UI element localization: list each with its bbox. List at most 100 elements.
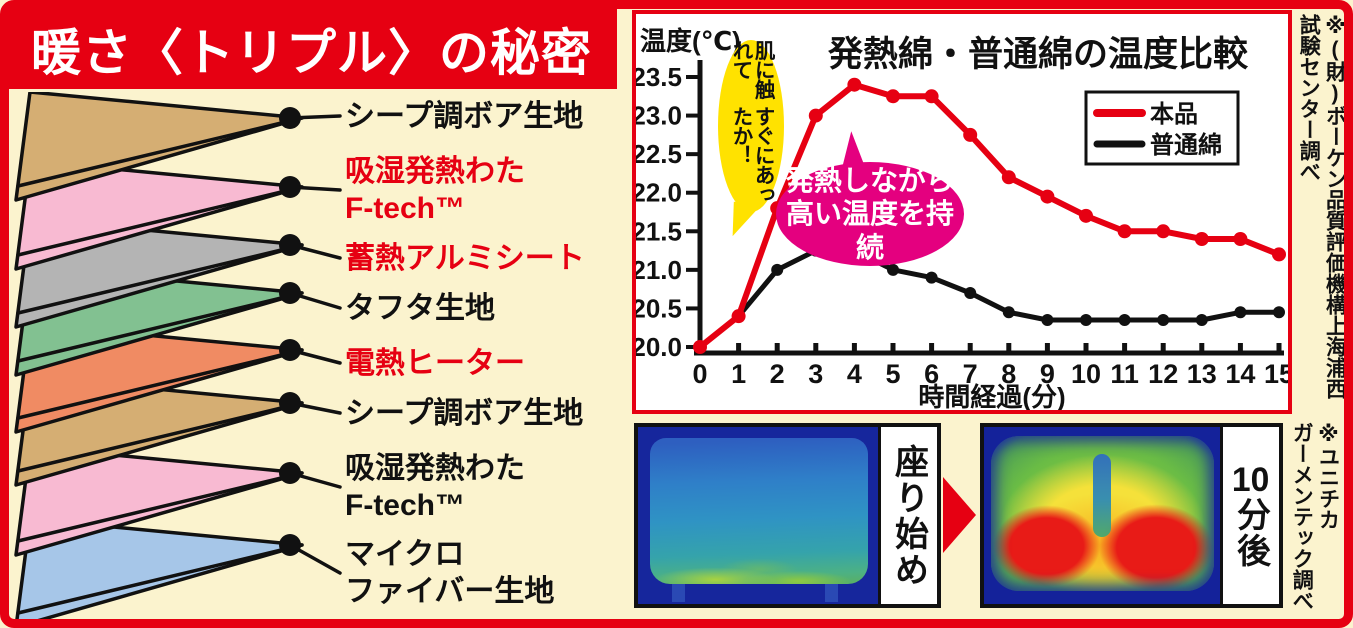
x-tick-label: 2 [770,359,785,389]
before-label-text: 座り始め [889,443,928,588]
layer-slab-edge [16,543,304,615]
series-point [925,271,938,284]
title-banner: 暖さ〈トリプル〉の秘密 [9,9,617,89]
layer-label-line: F-tech™ [345,489,465,522]
fabric-layers-diagram [14,92,342,622]
series-point [1233,232,1248,247]
chair-leg-left [672,584,685,602]
chair-leg-right [825,584,838,602]
pink-line-1: 発熱しながら [785,164,954,196]
series-point [964,287,977,300]
layer-slab [14,92,304,202]
page-title: 暖さ〈トリプル〉の秘密 [31,25,592,81]
chart-source-line-1: ※(財)ボーケン品質評価機構上海浦西 [1323,14,1347,399]
layer-label: 吸湿発熱わた F-tech™ [345,450,525,524]
legend-label: 普通綿 [1150,131,1222,159]
thermal-center-gap [1092,453,1112,537]
x-tick-label: 12 [1148,359,1178,389]
y-tick-label: 23.5 [636,62,682,92]
x-tick-label: 10 [1071,359,1101,389]
series-point [1156,224,1171,239]
after-label-number: 10 [1231,462,1270,497]
series-point [886,89,900,104]
series-point [1194,232,1209,247]
x-tick-label: 5 [885,359,900,389]
layer-label: 吸湿発熱わた F-tech™ [345,153,525,227]
layer-slab-edge [16,348,304,420]
thermal-before-picture [638,427,878,604]
y-tick-label: 21.0 [636,255,682,285]
layer-leader-dot [279,392,301,414]
y-tick-label: 22.0 [636,178,682,208]
y-axis-label: 温度(℃) [640,26,741,56]
y-tick-label: 22.5 [636,139,682,169]
series-point [1079,208,1093,223]
series-point [924,89,939,104]
x-tick-label: 14 [1225,359,1255,389]
series-point [693,340,707,354]
layer-label: シープ調ボア生地 [345,395,583,432]
yellow-balloon-text: 肌に触れて すぐにあったか！ [718,40,784,212]
series-point [808,108,823,123]
series-point [1234,306,1247,319]
chart-source-line-2: 試験センター調べ [1297,14,1321,182]
series-point [1273,306,1285,319]
series-point [1040,189,1055,204]
layer-label: シープ調ボア生地 [345,98,583,135]
layer-label-line: ファイバー生地 [345,575,555,608]
layer-label: 電熱ヒーター [345,345,525,382]
x-tick-label: 0 [692,359,707,389]
chart-axes: 20.020.521.021.522.022.523.023.50 1 2 3 4 5 6 7… [636,60,1288,389]
thermal-image-before: 座り始め [634,423,941,608]
pink-balloon-text: 発熱しながら 高い温度を持続 [776,162,964,266]
layer-label-line: 吸湿発熱わた [345,452,525,485]
series-point [1118,314,1131,327]
thermal-source-line-2: ガーメンテック調べ [1290,422,1314,611]
pink-line-2: 高い温度を持続 [785,198,954,263]
x-tick-label: 7 [963,359,978,389]
chart-plot: 発熱綿・普通綿の温度比較 温度(℃) 時間経過(分) 20.0 20.5 21.0 2… [636,26,1288,410]
series-point [1002,306,1015,319]
series-point [887,263,899,276]
layer-leader-dot [279,282,301,304]
arrow-right-icon [943,477,976,553]
x-tick-label: 8 [1001,359,1016,389]
layer-slab [14,445,304,557]
thermal-source-line-1: ※ユニチカ [1316,422,1340,530]
layer-label: マイクロ ファイバー生地 [345,536,554,610]
x-tick-label: 1 [731,359,746,389]
thermal-image-after: 10分後 [980,423,1283,608]
after-label-text: 10分後 [1227,463,1276,569]
series-point [1080,314,1092,327]
series-point [1117,224,1132,239]
x-tick-label: 4 [847,359,862,389]
x-tick-label: 15 [1264,359,1288,389]
series-point [1001,170,1016,185]
x-axis-label: 時間経過(分) [918,382,1065,410]
layer-slab-edge [16,243,304,315]
series-point [771,263,784,276]
chart-title: 発熱綿・普通綿の温度比較 [827,35,1249,74]
layer-label-line: シープ調ボア生地 [345,397,584,430]
layer-slab-edge [16,185,304,257]
layer-leader-dot [279,234,301,256]
after-label-suffix: 分後 [1231,496,1270,569]
series-line [697,81,1282,350]
series-point [963,127,978,142]
thermal-seat-cold [650,438,868,584]
layer-label-line: 吸湿発熱わた [345,155,525,188]
thermal-source-note: ※ユニチカ ガーメンテック調べ [1288,422,1341,618]
series-point [1041,314,1054,327]
layer-slab [14,159,304,271]
temperature-chart: 発熱綿・普通綿の温度比較 温度(℃) 時間経過(分) 20.0 20.5 21.0 2… [632,10,1292,414]
series-point [847,77,862,92]
x-tick-label: 11 [1110,359,1139,389]
y-tick-label: 23.0 [636,101,682,131]
label-start-sitting: 座り始め [878,427,937,604]
layer-label-line: 蓄熱アルミシート [345,242,585,275]
layer-slab-edge [16,116,304,188]
callout-keeps-warm: 発熱しながら 高い温度を持続 [776,131,964,266]
callout-touch-warm: 肌に触れて すぐにあったか！ [718,40,784,241]
